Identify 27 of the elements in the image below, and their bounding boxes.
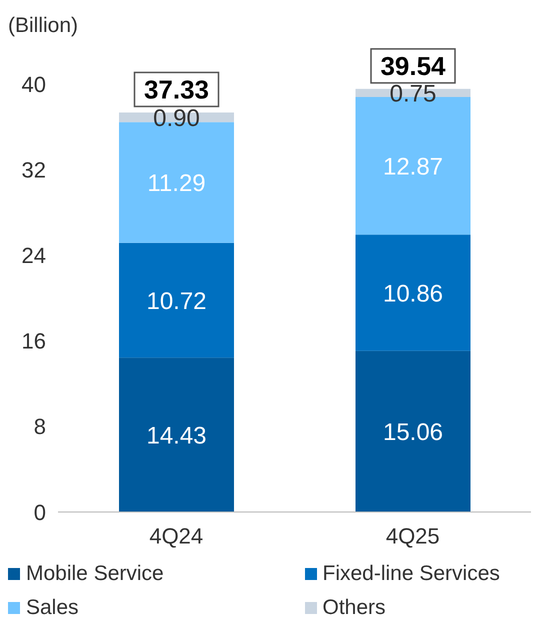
y-tick-label: 16 bbox=[22, 328, 46, 354]
data-label: 10.72 bbox=[146, 288, 207, 315]
y-axis-title: (Billion) bbox=[8, 14, 78, 38]
legend-label: Others bbox=[322, 596, 386, 620]
data-label: 0.90 bbox=[153, 104, 200, 132]
y-tick-label: 24 bbox=[22, 243, 46, 268]
data-label: 12.87 bbox=[382, 153, 444, 180]
legend-label: Sales bbox=[26, 596, 79, 620]
bar bbox=[119, 358, 234, 512]
y-tick-label: 0 bbox=[34, 500, 46, 525]
x-tick-label: 4Q24 bbox=[149, 524, 204, 549]
legend-label: Fixed-line Services bbox=[322, 562, 500, 586]
x-tick-label: 4Q25 bbox=[386, 524, 440, 549]
y-tick-label: 32 bbox=[22, 157, 46, 182]
data-label: 10.86 bbox=[382, 280, 444, 308]
data-label: 11.29 bbox=[147, 170, 206, 198]
bar bbox=[356, 234, 470, 351]
bar bbox=[119, 242, 234, 358]
bar bbox=[356, 350, 470, 512]
total-label: 37.33 bbox=[144, 74, 210, 104]
data-label: 0.75 bbox=[390, 80, 436, 108]
total-label: 39.54 bbox=[380, 50, 446, 81]
data-label: 15.06 bbox=[382, 418, 444, 446]
y-tick-label: 40 bbox=[22, 72, 46, 97]
y-tick-label: 8 bbox=[34, 414, 46, 440]
data-label: 14.43 bbox=[146, 422, 207, 450]
legend-label: Mobile Service bbox=[26, 562, 164, 586]
